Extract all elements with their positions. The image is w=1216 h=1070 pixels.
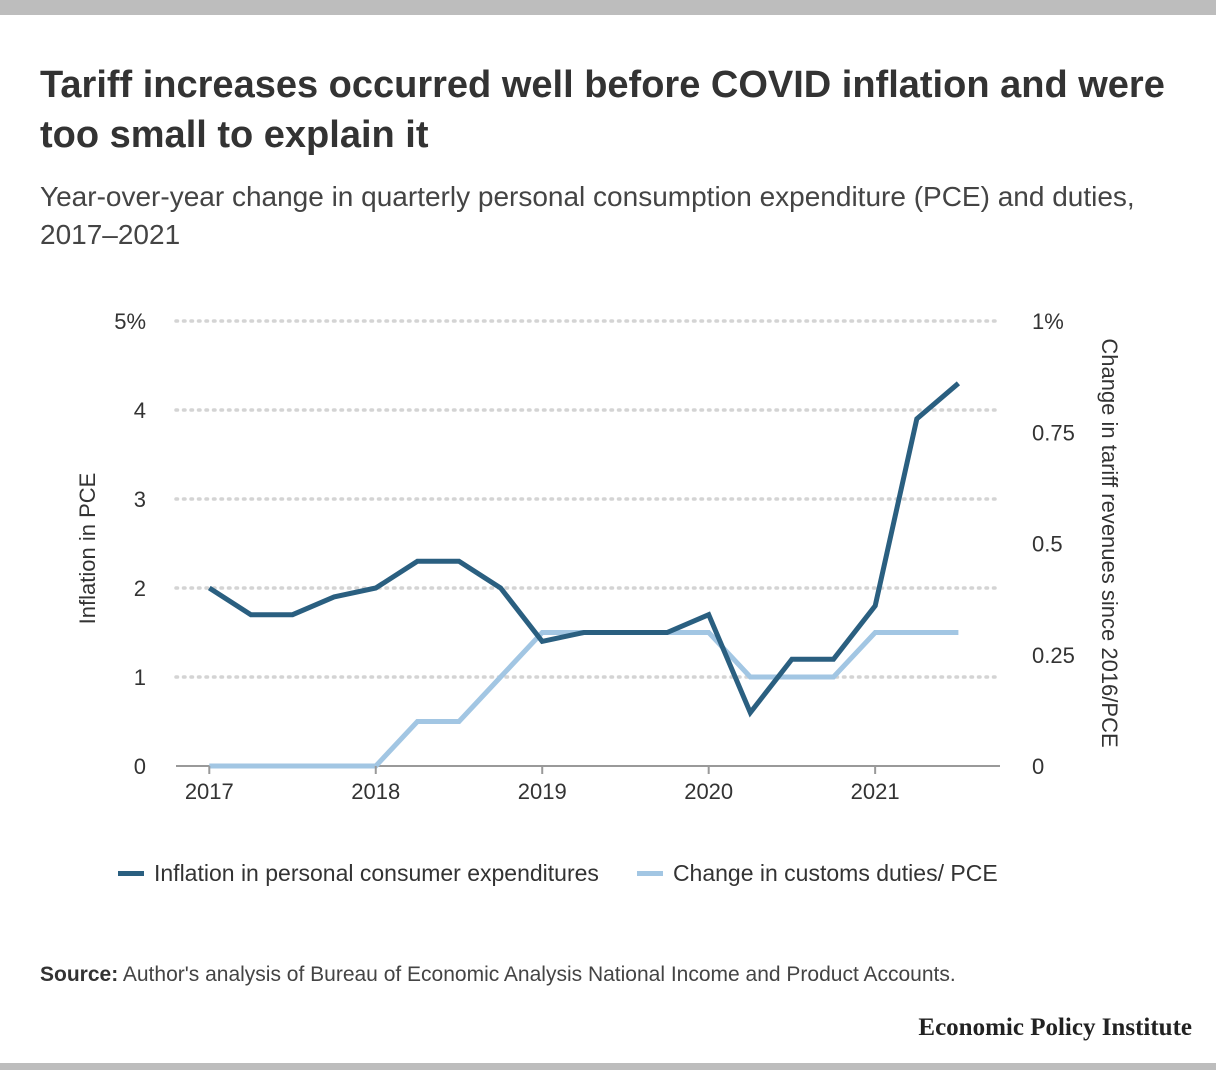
tick-labels: 0 1 2 3 4 5% 0 0.25 0.5 0.75 1% 2017 2018 2019 2020 202… xyxy=(114,309,1075,804)
legend-item-inflation: Inflation in personal consumer expenditu… xyxy=(118,860,599,887)
y-tick-label: 3 xyxy=(134,487,146,512)
legend-label-inflation: Inflation in personal consumer expenditu… xyxy=(154,860,599,886)
y-tick-label: 1 xyxy=(134,665,146,690)
y-tick-label: 2 xyxy=(134,576,146,601)
series-line-inflation xyxy=(207,381,961,718)
series-line-duties xyxy=(209,630,959,769)
y-tick-label: 0 xyxy=(134,754,146,779)
y-axis-label: Inflation in PCE xyxy=(75,473,100,625)
x-tick-label: 2021 xyxy=(851,779,900,804)
line-chart: 0 1 2 3 4 5% 0 0.25 0.5 0.75 1% 2017 2018 2019 2020 202… xyxy=(75,309,1122,804)
y2-tick-label: 0.5 xyxy=(1032,532,1063,557)
y2-tick-label: 0 xyxy=(1032,754,1044,779)
chart-subtitle: Year-over-year change in quarterly perso… xyxy=(40,181,1135,250)
source-text: Author's analysis of Bureau of Economic … xyxy=(122,963,956,986)
gridlines xyxy=(174,319,1002,679)
x-tick-label: 2018 xyxy=(351,779,400,804)
y-tick-label: 4 xyxy=(134,398,146,423)
y2-tick-label: 0.75 xyxy=(1032,420,1075,445)
series-lines xyxy=(207,381,961,769)
x-tick-label: 2019 xyxy=(518,779,567,804)
legend-item-duties: Change in customs duties/ PCE xyxy=(636,860,998,887)
source-label: Source: xyxy=(40,963,119,986)
legend-swatch-inflation xyxy=(118,871,144,876)
source-note: Source: Author's analysis of Bureau of E… xyxy=(40,963,956,987)
bottom-border xyxy=(0,1063,1216,1070)
y2-axis-label: Change in tariff revenues since 2016/PCE xyxy=(1097,338,1122,747)
y-tick-label: 5% xyxy=(114,309,146,334)
chart-title: Tariff increases occurred well before CO… xyxy=(40,64,1165,156)
top-border xyxy=(0,0,1216,15)
x-tick-label: 2020 xyxy=(684,779,733,804)
legend: Inflation in personal consumer expenditu… xyxy=(118,860,1036,887)
y2-tick-label: 1% xyxy=(1032,309,1064,334)
y2-tick-label: 0.25 xyxy=(1032,643,1075,668)
x-tick-label: 2017 xyxy=(185,779,234,804)
legend-label-duties: Change in customs duties/ PCE xyxy=(672,860,998,886)
publisher-logo-text: Economic Policy Institute xyxy=(918,1014,1192,1041)
legend-swatch-duties xyxy=(636,871,663,876)
